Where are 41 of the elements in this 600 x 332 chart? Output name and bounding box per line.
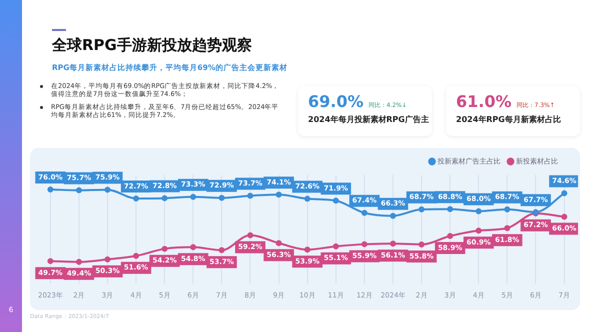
point: [390, 212, 396, 219]
point: [504, 206, 510, 212]
point: [361, 210, 368, 216]
point: [218, 194, 225, 201]
point: [162, 246, 168, 252]
point: [332, 243, 339, 250]
point: [104, 256, 111, 262]
point: [476, 208, 482, 214]
point: [304, 196, 310, 202]
point: [47, 186, 54, 192]
text: 2024年每月投新素材RPG广告主: [308, 114, 429, 125]
point: [476, 228, 482, 234]
point: [561, 190, 568, 196]
text: 61.0%: [456, 92, 512, 111]
point: [133, 195, 140, 202]
point: [361, 241, 368, 248]
point: [76, 258, 82, 265]
point: [218, 247, 225, 254]
point: [133, 252, 140, 259]
text: 69.0%: [308, 92, 364, 111]
point: [276, 240, 282, 246]
point: [561, 214, 568, 220]
point: [447, 206, 454, 212]
point: [190, 244, 196, 250]
point: [390, 240, 396, 247]
point: [104, 186, 111, 193]
point: [190, 194, 196, 200]
point: [47, 258, 54, 264]
point: [162, 195, 168, 202]
point: [247, 192, 254, 199]
point: [418, 241, 425, 248]
point: [76, 187, 82, 194]
point: [276, 192, 282, 198]
chart-title: 全球RPG手游新投放趋势观察: [52, 36, 252, 55]
point: [304, 246, 310, 253]
point: [447, 233, 454, 240]
point: [418, 206, 425, 212]
point: [332, 198, 339, 204]
point: [504, 225, 510, 232]
text: 2024年RPG每月新素材占比: [456, 114, 562, 125]
point: [247, 232, 254, 238]
